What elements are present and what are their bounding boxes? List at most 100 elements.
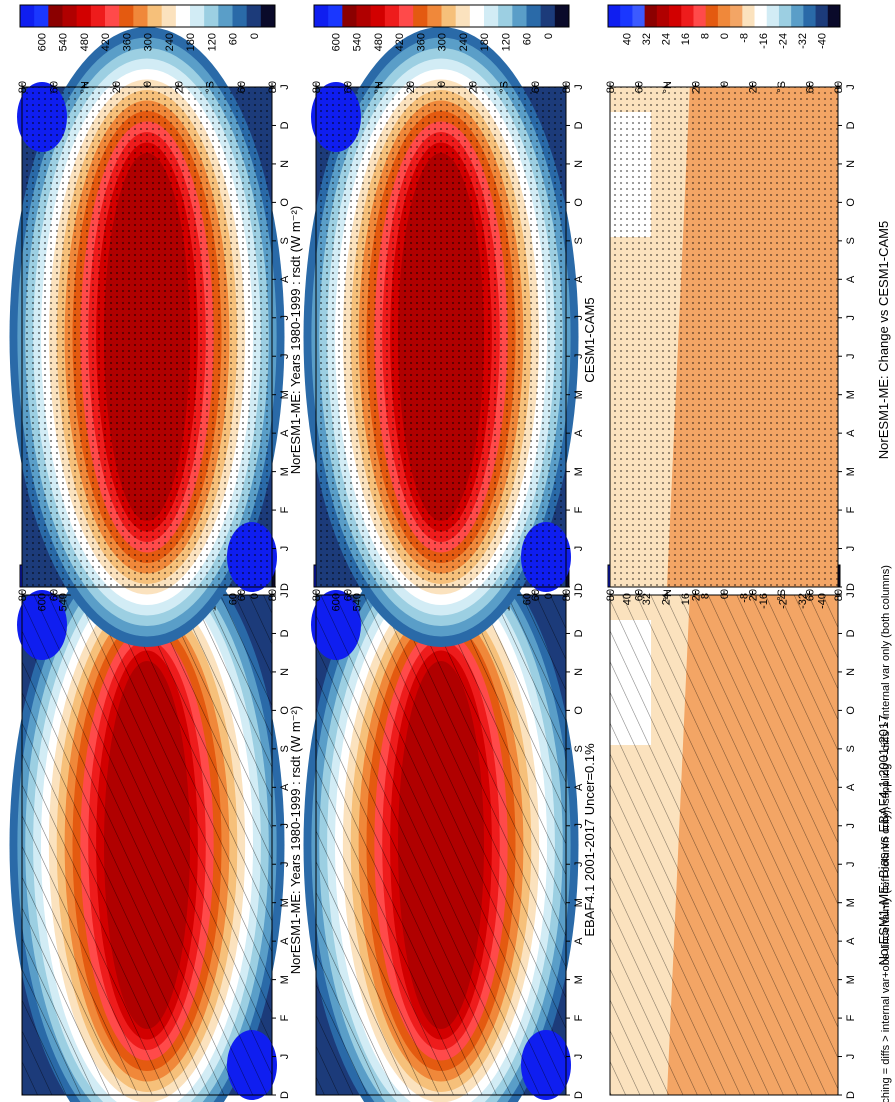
colorbar-label: 0 (719, 593, 731, 599)
colorbar-swatch (328, 5, 343, 27)
panel-title: NorESM1-ME: Change vs CESM1-CAM5 (876, 221, 891, 459)
colorbar-label: 16 (680, 33, 692, 45)
tick-label: 20 (173, 81, 185, 93)
colorbar-swatch (190, 5, 205, 27)
tick-label: O (573, 198, 585, 207)
colorbar-swatch (175, 5, 191, 27)
colorbar-swatch (498, 5, 513, 27)
colorbar-label: 360 (121, 33, 133, 51)
tick-label: F (573, 506, 585, 513)
tick-label: 80 (561, 81, 573, 93)
colorbar-label: -40 (817, 33, 829, 49)
tick-label: 60 (530, 81, 542, 93)
colorbar-label: 40 (621, 33, 633, 45)
tick-label: A (845, 275, 857, 283)
colorbar-swatch (76, 5, 92, 27)
panel-clim-right: NorESM1-ME: Years 1980-1999 : rsdt (W m⁻… (9, 4, 303, 647)
tick-label: S (573, 237, 585, 244)
colorbar-label: -32 (797, 33, 809, 49)
tick-label: S (845, 237, 857, 244)
colorbar-label: 600 (36, 33, 48, 51)
colorbar-swatch (441, 5, 457, 27)
tick-label: A (845, 937, 857, 945)
colorbar-label: 420 (394, 33, 406, 51)
colorbar-swatch (455, 5, 471, 27)
tick-label: °S (499, 81, 511, 93)
colorbar-swatch (90, 5, 106, 27)
colorbar-label: 0 (249, 593, 261, 599)
colorbar-swatch (620, 5, 633, 27)
tick-label: F (279, 1014, 291, 1021)
colorbar-label: 60 (522, 33, 534, 45)
colorbar-label: 0 (719, 33, 731, 39)
panel-diff-left: NorESM1-ME: Bias vs EBAF4.1 2001-2017 D J… (605, 564, 891, 1099)
tick-label: M (573, 898, 585, 907)
tick-label: J (573, 1054, 585, 1060)
colorbar-swatch (526, 5, 542, 27)
tick-label: 60 (805, 81, 817, 93)
tick-label: 80 (311, 589, 323, 601)
tick-label: °N (80, 81, 92, 93)
tick-label: A (279, 429, 291, 437)
tick-label: 60 (530, 589, 542, 601)
colorbar-label: -32 (797, 593, 809, 609)
colorbar-label: 600 (36, 593, 48, 611)
tick-label: 60 (48, 81, 60, 93)
colorbar-swatch (608, 5, 621, 27)
colorbar-label: 600 (330, 593, 342, 611)
tick-label: M (279, 390, 291, 399)
panel-title: CESM1-CAM5 (582, 297, 597, 382)
tick-label: 80 (605, 589, 617, 601)
colorbar-label: 120 (500, 33, 512, 51)
colorbar-label: 0 (543, 33, 555, 39)
tick-label: 80 (833, 81, 845, 93)
colorbar-swatch (791, 5, 804, 27)
tick-label: N (845, 160, 857, 168)
tick-label: J (279, 823, 291, 829)
tick-label: J (845, 861, 857, 867)
tick-label: D (845, 121, 857, 129)
tick-label: J (845, 1054, 857, 1060)
tick-label: °N (662, 589, 674, 601)
colorbar-label: 32 (641, 593, 653, 605)
tick-label: °S (205, 81, 217, 93)
tick-label: 0 (436, 81, 448, 87)
tick-label: 20 (748, 589, 760, 601)
tick-label: 20 (467, 81, 479, 93)
colorbar-swatch (62, 5, 78, 27)
panel-title: NorESM1-ME: Bias vs EBAF4.1 2001-2017 (876, 715, 891, 966)
tick-label: D (279, 583, 291, 591)
colorbar-label: 60 (228, 33, 240, 45)
tick-label: 60 (236, 81, 248, 93)
colorbar-label: -16 (758, 33, 770, 49)
tick-label: 80 (17, 81, 29, 93)
tick-label: A (845, 429, 857, 437)
tick-label: 60 (342, 589, 354, 601)
significance-overlay (316, 87, 566, 587)
tick-label: 80 (267, 81, 279, 93)
tick-label: J (845, 823, 857, 829)
tick-label: J (845, 592, 857, 598)
tick-label: J (573, 592, 585, 598)
tick-label: 20 (405, 81, 417, 93)
tick-label: M (279, 467, 291, 476)
tick-label: O (573, 706, 585, 715)
tick-label: D (845, 629, 857, 637)
colorbar-label: -8 (739, 593, 751, 603)
colorbar-swatch (48, 5, 63, 27)
colorbar-swatch (656, 5, 670, 27)
colorbar-swatch (105, 5, 120, 27)
colorbar-swatch (554, 5, 570, 27)
colorbar-label: 540 (352, 593, 364, 611)
colorbar-label: 540 (352, 33, 364, 51)
tick-label: J (279, 1054, 291, 1060)
tick-label: M (573, 467, 585, 476)
colorbar-label: -8 (739, 33, 751, 43)
colorbar-swatch (356, 5, 372, 27)
significance-overlay (22, 595, 272, 1095)
tick-label: 60 (236, 589, 248, 601)
panel-clim-left: NorESM1-ME: Years 1980-1999 : rsdt (W m⁻… (9, 535, 303, 1102)
tick-label: D (279, 121, 291, 129)
